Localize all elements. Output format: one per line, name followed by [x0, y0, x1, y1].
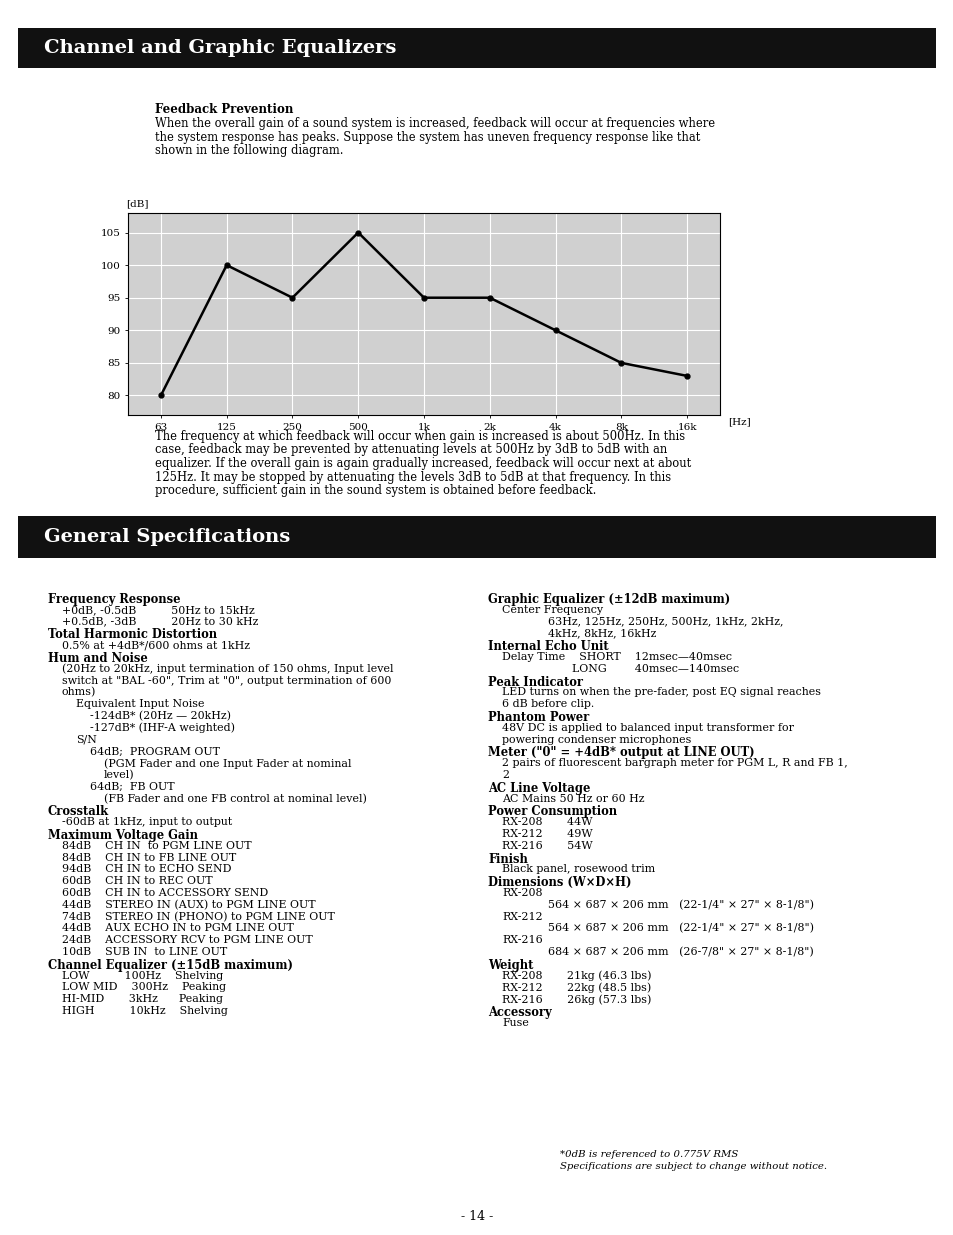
Text: procedure, sufficient gain in the sound system is obtained before feedback.: procedure, sufficient gain in the sound …: [154, 484, 596, 496]
Text: AC Line Voltage: AC Line Voltage: [488, 782, 590, 795]
Text: 6 dB before clip.: 6 dB before clip.: [501, 699, 594, 709]
Text: Graphic Equalizer (±12dB maximum): Graphic Equalizer (±12dB maximum): [488, 593, 729, 606]
Text: 44dB    STEREO IN (AUX) to PGM LINE OUT: 44dB STEREO IN (AUX) to PGM LINE OUT: [62, 900, 315, 910]
Text: Maximum Voltage Gain: Maximum Voltage Gain: [48, 829, 198, 842]
Text: LED turns on when the pre-fader, post EQ signal reaches: LED turns on when the pre-fader, post EQ…: [501, 688, 821, 698]
Text: General Specifications: General Specifications: [44, 529, 290, 546]
Text: 60dB    CH IN to ACCESSORY SEND: 60dB CH IN to ACCESSORY SEND: [62, 888, 268, 898]
Text: Black panel, rosewood trim: Black panel, rosewood trim: [501, 864, 655, 874]
Text: 64dB;  FB OUT: 64dB; FB OUT: [90, 782, 174, 792]
Text: Crosstalk: Crosstalk: [48, 805, 109, 819]
Text: (FB Fader and one FB control at nominal level): (FB Fader and one FB control at nominal …: [104, 794, 367, 804]
Text: 63Hz, 125Hz, 250Hz, 500Hz, 1kHz, 2kHz,: 63Hz, 125Hz, 250Hz, 500Hz, 1kHz, 2kHz,: [547, 616, 782, 626]
Text: RX-208       21kg (46.3 lbs): RX-208 21kg (46.3 lbs): [501, 971, 651, 981]
Text: Internal Echo Unit: Internal Echo Unit: [488, 640, 608, 653]
Text: 564 × 687 × 206 mm   (22-1/4" × 27" × 8-1/8"): 564 × 687 × 206 mm (22-1/4" × 27" × 8-1/…: [547, 900, 813, 910]
Text: +0.5dB, -3dB          20Hz to 30 kHz: +0.5dB, -3dB 20Hz to 30 kHz: [62, 616, 258, 626]
Text: Hum and Noise: Hum and Noise: [48, 652, 148, 664]
Text: the system response has peaks. Suppose the system has uneven frequency response : the system response has peaks. Suppose t…: [154, 131, 700, 143]
Text: -127dB* (IHF-A weighted): -127dB* (IHF-A weighted): [90, 722, 234, 734]
Text: Feedback Prevention: Feedback Prevention: [154, 103, 294, 116]
Text: HI-MID       3kHz      Peaking: HI-MID 3kHz Peaking: [62, 994, 223, 1004]
Text: *0dB is referenced to 0.775V RMS: *0dB is referenced to 0.775V RMS: [559, 1150, 738, 1158]
Text: RX-216: RX-216: [501, 935, 542, 945]
Text: 94dB    CH IN to ECHO SEND: 94dB CH IN to ECHO SEND: [62, 864, 232, 874]
Text: LONG        40msec—140msec: LONG 40msec—140msec: [501, 663, 739, 674]
Text: RX-212       49W: RX-212 49W: [501, 829, 592, 839]
Text: The frequency at which feedback will occur when gain is increased is about 500Hz: The frequency at which feedback will occ…: [154, 430, 684, 443]
Text: 64dB;  PROGRAM OUT: 64dB; PROGRAM OUT: [90, 746, 220, 756]
Bar: [18, 28, 935, 68]
Text: Frequency Response: Frequency Response: [48, 593, 180, 606]
Bar: [18, 516, 935, 558]
Text: level): level): [104, 769, 134, 781]
Text: switch at "BAL -60", Trim at "0", output termination of 600: switch at "BAL -60", Trim at "0", output…: [62, 676, 391, 685]
Text: 684 × 687 × 206 mm   (26-7/8" × 27" × 8-1/8"): 684 × 687 × 206 mm (26-7/8" × 27" × 8-1/…: [547, 947, 813, 957]
Text: - 14 -: - 14 -: [460, 1210, 493, 1223]
Text: Equivalent Input Noise: Equivalent Input Noise: [76, 699, 204, 709]
Text: Power Consumption: Power Consumption: [488, 805, 617, 819]
Text: Accessory: Accessory: [488, 1007, 551, 1019]
Text: Total Harmonic Distortion: Total Harmonic Distortion: [48, 629, 217, 641]
Text: (20Hz to 20kHz, input termination of 150 ohms, Input level: (20Hz to 20kHz, input termination of 150…: [62, 663, 393, 674]
Text: -60dB at 1kHz, input to output: -60dB at 1kHz, input to output: [62, 818, 232, 827]
Text: [Hz]: [Hz]: [727, 417, 750, 426]
Text: 125Hz. It may be stopped by attenuating the levels 3dB to 5dB at that frequency.: 125Hz. It may be stopped by attenuating …: [154, 471, 670, 483]
Text: [dB]: [dB]: [126, 199, 149, 207]
Text: equalizer. If the overall gain is again gradually increased, feedback will occur: equalizer. If the overall gain is again …: [154, 457, 691, 471]
Text: 60dB    CH IN to REC OUT: 60dB CH IN to REC OUT: [62, 876, 213, 887]
Text: (PGM Fader and one Input Fader at nominal: (PGM Fader and one Input Fader at nomina…: [104, 758, 351, 768]
Text: 2: 2: [501, 769, 509, 781]
Text: powering condenser microphones: powering condenser microphones: [501, 735, 691, 745]
Text: 84dB    CH IN  to PGM LINE OUT: 84dB CH IN to PGM LINE OUT: [62, 841, 252, 851]
Text: 44dB    AUX ECHO IN to PGM LINE OUT: 44dB AUX ECHO IN to PGM LINE OUT: [62, 924, 294, 934]
Text: Peak Indicator: Peak Indicator: [488, 676, 582, 689]
Text: RX-216       26kg (57.3 lbs): RX-216 26kg (57.3 lbs): [501, 994, 651, 1005]
Text: 0.5% at +4dB*/600 ohms at 1kHz: 0.5% at +4dB*/600 ohms at 1kHz: [62, 640, 250, 650]
Text: Delay Time    SHORT    12msec—40msec: Delay Time SHORT 12msec—40msec: [501, 652, 731, 662]
Text: Weight: Weight: [488, 958, 533, 972]
Text: Meter ("0" = +4dB* output at LINE OUT): Meter ("0" = +4dB* output at LINE OUT): [488, 746, 754, 760]
Text: S/N: S/N: [76, 735, 97, 745]
Text: RX-212       22kg (48.5 lbs): RX-212 22kg (48.5 lbs): [501, 982, 651, 993]
Text: Finish: Finish: [488, 852, 527, 866]
Text: AC Mains 50 Hz or 60 Hz: AC Mains 50 Hz or 60 Hz: [501, 794, 644, 804]
Text: 4kHz, 8kHz, 16kHz: 4kHz, 8kHz, 16kHz: [547, 629, 656, 638]
Text: Phantom Power: Phantom Power: [488, 711, 589, 724]
Text: 2 pairs of fluorescent bargraph meter for PGM L, R and FB 1,: 2 pairs of fluorescent bargraph meter fo…: [501, 758, 847, 768]
Text: HIGH          10kHz    Shelving: HIGH 10kHz Shelving: [62, 1007, 228, 1016]
Text: Fuse: Fuse: [501, 1018, 528, 1028]
Text: 10dB    SUB IN  to LINE OUT: 10dB SUB IN to LINE OUT: [62, 947, 227, 957]
Text: case, feedback may be prevented by attenuating levels at 500Hz by 3dB to 5dB wit: case, feedback may be prevented by atten…: [154, 443, 666, 457]
Text: Channel Equalizer (±15dB maximum): Channel Equalizer (±15dB maximum): [48, 958, 293, 972]
Text: 84dB    CH IN to FB LINE OUT: 84dB CH IN to FB LINE OUT: [62, 852, 236, 862]
Text: RX-212: RX-212: [501, 911, 542, 921]
Text: LOW          100Hz    Shelving: LOW 100Hz Shelving: [62, 971, 223, 981]
Text: shown in the following diagram.: shown in the following diagram.: [154, 144, 343, 157]
Text: RX-208: RX-208: [501, 888, 542, 898]
Text: 564 × 687 × 206 mm   (22-1/4" × 27" × 8-1/8"): 564 × 687 × 206 mm (22-1/4" × 27" × 8-1/…: [547, 924, 813, 934]
Text: -124dB* (20Hz — 20kHz): -124dB* (20Hz — 20kHz): [90, 711, 231, 721]
Text: RX-208       44W: RX-208 44W: [501, 818, 592, 827]
Text: Dimensions (W×D×H): Dimensions (W×D×H): [488, 876, 631, 889]
Text: +0dB, -0.5dB          50Hz to 15kHz: +0dB, -0.5dB 50Hz to 15kHz: [62, 605, 254, 615]
Text: When the overall gain of a sound system is increased, feedback will occur at fre: When the overall gain of a sound system …: [154, 117, 715, 130]
Text: RX-216       54W: RX-216 54W: [501, 841, 592, 851]
Text: 48V DC is applied to balanced input transformer for: 48V DC is applied to balanced input tran…: [501, 722, 793, 732]
Text: Channel and Graphic Equalizers: Channel and Graphic Equalizers: [44, 40, 395, 57]
Text: LOW MID    300Hz    Peaking: LOW MID 300Hz Peaking: [62, 982, 226, 993]
Text: 74dB    STEREO IN (PHONO) to PGM LINE OUT: 74dB STEREO IN (PHONO) to PGM LINE OUT: [62, 911, 335, 921]
Text: Center Frequency: Center Frequency: [501, 605, 602, 615]
Text: ohms): ohms): [62, 688, 96, 698]
Text: 24dB    ACCESSORY RCV to PGM LINE OUT: 24dB ACCESSORY RCV to PGM LINE OUT: [62, 935, 313, 945]
Text: Specifications are subject to change without notice.: Specifications are subject to change wit…: [559, 1162, 826, 1171]
